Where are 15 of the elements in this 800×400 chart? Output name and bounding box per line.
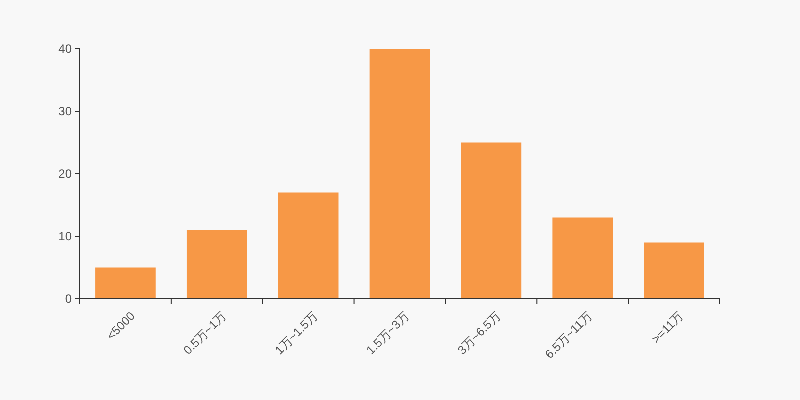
y-tick-label: 0 (65, 292, 72, 306)
x-tick-label: 6.5万~11万 (542, 309, 595, 362)
x-tick-label: 1.5万~3万 (364, 309, 412, 358)
y-tick-label: 40 (58, 42, 72, 56)
x-tick-label: 0.5万~1万 (180, 309, 230, 358)
bar (370, 49, 430, 299)
bar (644, 242, 704, 299)
y-tick-label: 20 (58, 167, 72, 182)
bar (96, 268, 156, 299)
bar (186, 230, 248, 299)
bar (278, 192, 339, 299)
y-tick-label: 30 (58, 104, 72, 119)
bar (552, 218, 614, 299)
bar (461, 142, 522, 299)
y-tick-label: 10 (58, 230, 72, 244)
